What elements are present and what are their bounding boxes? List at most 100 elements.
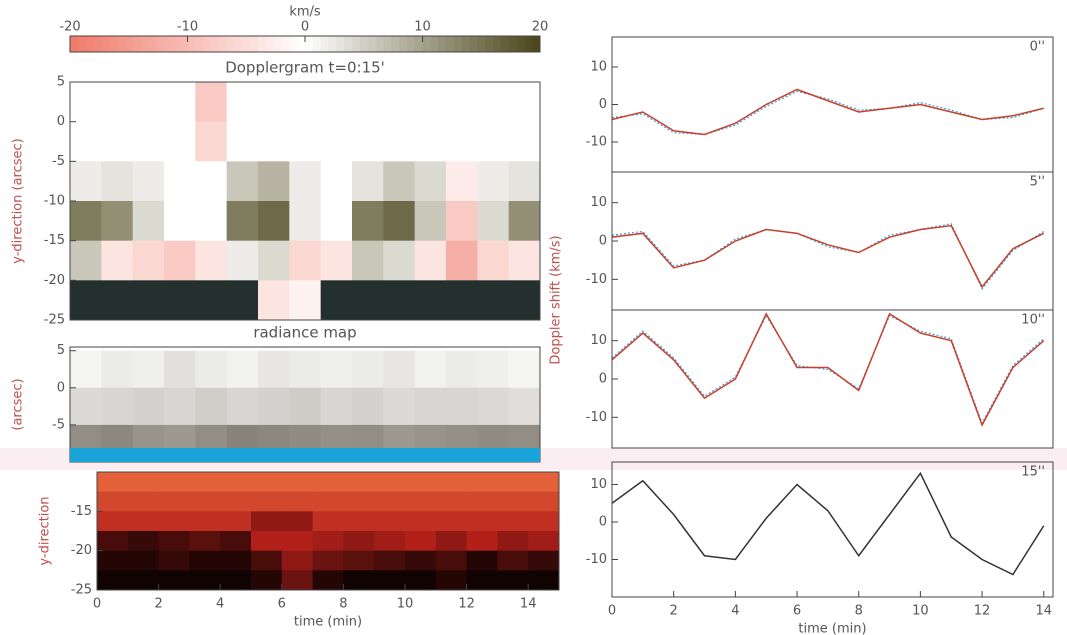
heat-cell — [466, 491, 498, 512]
heat-cell — [70, 161, 102, 202]
colorbar-step — [101, 36, 110, 52]
heat-cell — [383, 350, 416, 389]
heat-cell — [127, 511, 160, 532]
colorbar-step — [171, 36, 181, 52]
heat-cell — [497, 570, 529, 591]
heat-cell — [132, 280, 165, 321]
colorbar-step — [438, 36, 447, 52]
colorbar-step — [234, 36, 243, 52]
colorbar-step — [485, 36, 494, 52]
colorbar-step — [312, 36, 322, 52]
y-axis-label: y-direction (arcsec) — [11, 138, 26, 264]
colorbar-step — [524, 36, 533, 52]
colorbar-step — [461, 36, 470, 52]
plot-frame — [611, 309, 1054, 449]
colorbar-step — [383, 36, 392, 52]
heat-cell — [528, 531, 560, 552]
heat-cell — [132, 240, 165, 281]
colorbar-step — [218, 36, 228, 52]
heat-cell — [414, 240, 447, 281]
y-tick-label: 0 — [57, 114, 65, 129]
heat-cell — [352, 121, 384, 162]
heat-cell — [435, 550, 468, 571]
heat-cell — [508, 201, 541, 242]
x-tick-label: 10 — [397, 597, 414, 612]
heat-cell — [343, 472, 375, 493]
heat-cell — [446, 350, 478, 389]
x-tick-label: 6 — [793, 604, 801, 619]
colorbar-step — [117, 36, 126, 52]
heat-cell — [132, 387, 165, 426]
x-tick-label: 4 — [216, 597, 224, 612]
heat-cell — [281, 511, 314, 532]
heat-cell — [528, 550, 560, 571]
heat-cell — [289, 350, 322, 389]
colorbar-step — [367, 36, 376, 52]
heat-cell — [343, 511, 375, 532]
heat-cell — [405, 472, 437, 493]
heat-cell — [220, 472, 252, 493]
heat-cell — [508, 280, 541, 321]
series-line — [611, 88, 1044, 136]
colorbar-step — [70, 36, 79, 52]
colorbar-step — [265, 36, 275, 52]
heat-cell — [497, 511, 529, 532]
series-line — [611, 90, 1044, 136]
heat-cell — [405, 531, 437, 552]
colorbar-step — [430, 36, 439, 52]
heat-cell — [405, 491, 437, 512]
heat-cell — [352, 387, 384, 426]
heat-cell — [383, 161, 416, 202]
heat-cell — [466, 531, 498, 552]
heat-cell — [220, 531, 252, 552]
x-tick-label: 10 — [912, 604, 929, 619]
heat-cell — [414, 350, 447, 389]
heat-cell — [508, 161, 541, 202]
heat-cell — [251, 511, 283, 532]
y-axis-label: y-direction — [38, 496, 53, 565]
heat-cell — [405, 511, 437, 532]
colorbar-tick-label: 10 — [414, 20, 431, 35]
heat-cell — [383, 240, 416, 281]
heat-cell — [374, 570, 406, 591]
heat-cell — [383, 387, 416, 426]
heat-cell — [383, 201, 416, 242]
heat-cell — [435, 472, 468, 493]
heat-cell — [446, 121, 478, 162]
heat-cell — [132, 201, 165, 242]
heat-cell — [446, 280, 478, 321]
colorbar-step — [352, 36, 361, 52]
heat-cell — [97, 531, 129, 552]
panel-title: Dopplergram t=0:15' — [225, 59, 385, 77]
colorbar-step — [281, 36, 290, 52]
colorbar-step — [477, 36, 486, 52]
colorbar-label: km/s — [289, 5, 321, 20]
heat-cell — [343, 570, 375, 591]
heat-cell — [289, 240, 322, 281]
heat-cell — [226, 387, 259, 426]
heat-cell — [127, 570, 160, 591]
colorbar-step — [93, 36, 102, 52]
heat-cell — [435, 570, 468, 591]
heat-cell — [258, 240, 290, 281]
heat-cell — [158, 491, 190, 512]
colorbar-step — [211, 36, 220, 52]
heat-cell — [312, 491, 344, 512]
heat-cell — [251, 550, 283, 571]
y-tick-label: -10 — [586, 272, 607, 287]
y-tick-label: 0 — [599, 234, 607, 249]
x-tick-label: 12 — [974, 604, 991, 619]
heat-cell — [132, 121, 165, 162]
heat-cell — [164, 280, 196, 321]
x-tick-label: 14 — [1035, 604, 1052, 619]
y-tick-label: -10 — [44, 194, 65, 209]
heat-cell — [164, 82, 196, 123]
heat-cell — [289, 201, 322, 242]
heat-cell — [343, 531, 375, 552]
series-line — [611, 312, 1045, 427]
heat-cell — [352, 280, 384, 321]
heat-cell — [497, 531, 529, 552]
heat-cell — [164, 387, 196, 426]
y-tick-label: 10 — [590, 477, 607, 492]
colorbar-step — [226, 36, 235, 52]
